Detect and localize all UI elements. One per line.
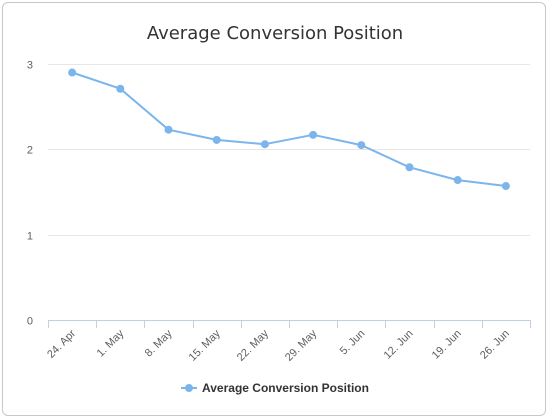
series — [68, 68, 510, 191]
data-point[interactable] — [68, 68, 77, 77]
data-point[interactable] — [405, 163, 414, 172]
x-tick-label: 24. Apr — [45, 327, 78, 360]
x-tick-label: 1. May — [95, 327, 127, 359]
x-tick-label: 19. Jun — [430, 328, 464, 362]
x-tick-label: 22. May — [235, 327, 272, 364]
data-point[interactable] — [116, 84, 125, 93]
data-point[interactable] — [501, 182, 510, 191]
x-tick-label: 8. May — [143, 327, 175, 359]
legend-marker-icon — [181, 383, 198, 393]
chart-title: Average Conversion Position — [146, 23, 404, 44]
chart-widget — [2, 2, 546, 416]
y-axis-labels: 0 1 2 3 — [27, 60, 33, 328]
data-point[interactable] — [164, 125, 173, 134]
x-tick-label: 29. May — [283, 327, 320, 364]
legend-label: Average Conversion Position — [202, 381, 369, 395]
legend: Average Conversion Position — [0, 381, 550, 395]
x-tick-label: 12. Jun — [382, 328, 416, 362]
data-point[interactable] — [453, 176, 462, 185]
x-tick-label: 5. Jun — [338, 328, 368, 358]
grid-lines — [48, 64, 530, 236]
data-point[interactable] — [212, 135, 221, 144]
data-point[interactable] — [357, 141, 366, 150]
series-line — [71, 71, 507, 187]
x-tick-label: 15. May — [187, 327, 224, 364]
x-tick-label: 26. Jun — [478, 328, 512, 362]
y-tick-label: 1 — [27, 231, 33, 243]
data-point[interactable] — [309, 130, 318, 139]
y-tick-label: 0 — [27, 316, 33, 328]
legend-item[interactable]: Average Conversion Position — [181, 381, 369, 395]
x-axis-labels: 24. Apr 1. May 8. May 15. May 22. May 29. May… — [45, 327, 512, 364]
y-tick-label: 3 — [27, 60, 33, 72]
data-point[interactable] — [260, 140, 269, 149]
y-tick-label: 2 — [27, 145, 33, 157]
x-axis — [48, 320, 531, 328]
